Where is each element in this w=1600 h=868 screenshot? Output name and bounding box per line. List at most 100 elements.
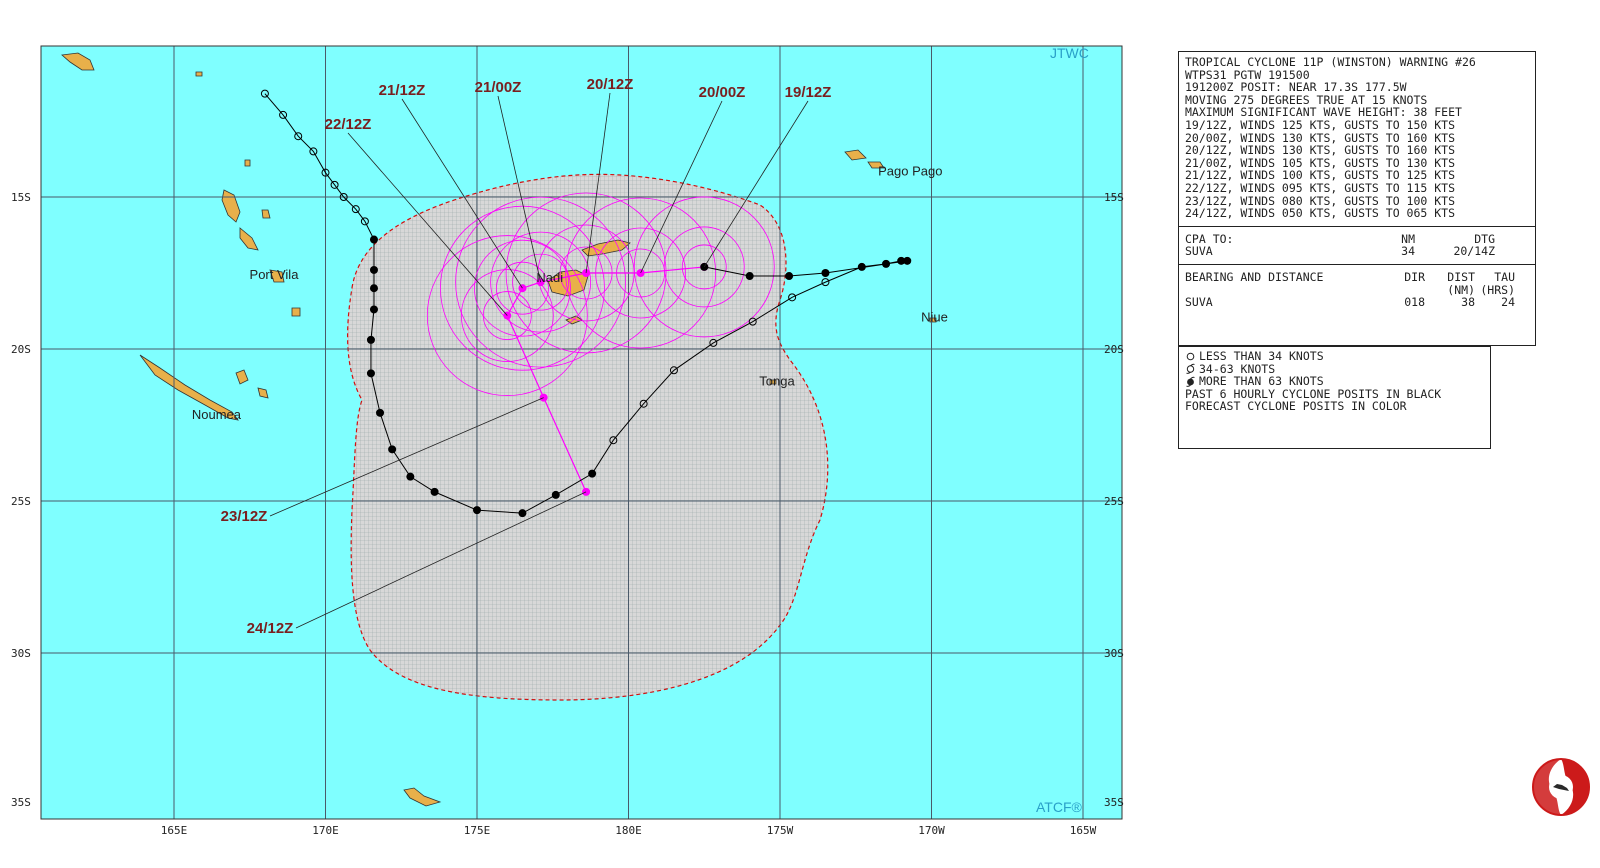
past-point-strong [369,265,378,274]
leader-line [640,100,723,274]
island-small-2 [244,159,251,167]
lon-label: 175W [767,824,794,837]
bearing-dist: 38 [1461,295,1475,310]
lat-lon-grid [41,46,1122,819]
map-border [40,45,1123,820]
legend-more-63: MORE THAN 63 KNOTS [1199,374,1324,389]
legend-panel: LESS THAN 34 KNOTS 34-63 KNOTS MORE THAN… [1178,346,1491,449]
warning-line: MOVING 275 DEGREES TRUE AT 15 KNOTS [1185,92,1428,107]
warning-line: 19/12Z, WINDS 125 KTS, GUSTS TO 150 KTS [1185,117,1456,132]
cpa-place: SUVA [1185,244,1213,259]
lon-label: 165W [1070,824,1097,837]
wind-radius-circle [512,253,570,311]
divider [1179,225,1535,227]
past-point-strong [518,509,527,518]
past-point-strong [903,256,912,265]
past-point-strong [588,469,597,478]
bearing-tau: 24 [1501,295,1515,310]
past-track [260,89,912,518]
cpa-col-nm: NM [1401,231,1415,246]
land-masses [61,52,937,807]
cpa-nm: 34 [1401,244,1415,259]
cpa-dtg: 20/14Z [1453,244,1495,259]
forecast-time-label: 21/00Z [475,79,522,96]
lat-label-left: 20S [11,343,31,356]
lat-label-right: 25S [1104,495,1124,508]
past-point-strong [897,256,906,265]
storm-symbol-icon [1185,363,1196,375]
past-point-strong [369,305,378,314]
warning-line: 21/00Z, WINDS 105 KTS, GUSTS TO 130 KTS [1185,155,1456,170]
lat-label-right: 30S [1104,647,1124,660]
jtwc-label: JTWC [1050,45,1089,61]
island-viti-levu [547,269,589,297]
lat-label-right: 20S [1104,343,1124,356]
island-espiritu-santo [221,189,241,223]
past-point-strong [551,490,560,499]
bearing-col-tau: TAU [1494,269,1515,284]
island-new-caledonia [139,354,239,421]
past-track-line [264,93,908,514]
past-point-weak [669,366,678,375]
forecast-time-label: 24/12Z [247,620,294,637]
island-small-5 [769,379,777,385]
filled-storm-symbol-icon [1185,376,1196,387]
bearing-place: SUVA [1185,295,1213,310]
island-loyalty-1 [235,369,249,385]
lat-label-right: 15S [1104,191,1124,204]
wind-radius-circle [460,269,554,362]
past-point-weak [339,193,348,201]
past-point-weak [821,278,830,287]
bearing-dir: 018 [1404,295,1425,310]
place-label: Pago Pago [878,164,942,179]
leader-line [269,397,544,517]
wind-radius-circle [565,197,717,349]
place-label: Niue [921,310,948,325]
wind-radius-circle [440,205,605,371]
lon-label: 170E [312,824,339,837]
past-point-strong [369,284,378,293]
past-point-weak [321,168,330,177]
past-point-weak [609,436,618,445]
forecast-track-line [506,266,705,493]
legend-less-34: LESS THAN 34 KNOTS [1199,349,1324,363]
warning-line: 20/00Z, WINDS 130 KTS, GUSTS TO 160 KTS [1185,130,1456,145]
axis-labels: 15S 15S 20S 20S 25S 25S 30S 30S 35S 35S 165E 170E 17… [11,191,1124,837]
lon-label: 175E [464,824,491,837]
legend-row-storm: 34-63 KNOTS [1185,361,1484,376]
past-point-weak [709,338,718,347]
wind-radius-circle [474,239,571,337]
cpa-col-dtg: DTG [1474,231,1495,246]
island-savaii [867,161,885,169]
forecast-wind-radii [426,192,775,396]
place-labels: Port Vila Noumea Nadi Tonga Pago Pago Niue [192,164,948,422]
island-samoa [844,149,867,161]
legend-row-weak: LESS THAN 34 KNOTS [1185,350,1484,363]
bearing-section: BEARING AND DISTANCE DIR DIST TAU (NM) (… [1185,271,1529,309]
warning-line: 21/12Z, WINDS 100 KTS, GUSTS TO 125 KTS [1185,168,1456,183]
leader-line [497,95,542,283]
bearing-col-dir: DIR [1404,269,1425,284]
cpa-title: CPA TO: [1185,231,1234,246]
past-point-weak [294,132,303,141]
lon-label: 170W [918,824,945,837]
warning-line: 22/12Z, WINDS 095 KTS, GUSTS TO 115 KTS [1185,180,1456,195]
island-small-4 [291,307,301,317]
warning-line: 23/12Z, WINDS 080 KTS, GUSTS TO 100 KTS [1185,193,1456,208]
past-point-weak [260,89,269,98]
wind-radius-circle [505,192,667,354]
warning-line: MAXIMUM SIGNIFICANT WAVE HEIGHT: 38 FEET [1185,105,1462,120]
leader-line [703,100,809,268]
legend-34-63: 34-63 KNOTS [1199,361,1276,376]
warning-line: 24/12Z, WINDS 050 KTS, GUSTS TO 065 KTS [1185,206,1456,221]
warning-info-panel: TROPICAL CYCLONE 11P (WINSTON) WARNING #… [1178,51,1536,346]
legend-note-forecast: FORECAST CYCLONE POSITS IN COLOR [1185,399,1407,414]
forecast-time-label: 23/12Z [221,508,268,525]
forecast-time-label: 21/12Z [379,82,426,99]
island-santa-cruz [61,52,95,71]
open-circle-icon [1185,351,1196,362]
lat-label-left: 15S [11,191,31,204]
forecast-time-label: 19/12Z [785,84,832,101]
island-efate [269,269,285,283]
place-label: Tonga [759,373,795,388]
